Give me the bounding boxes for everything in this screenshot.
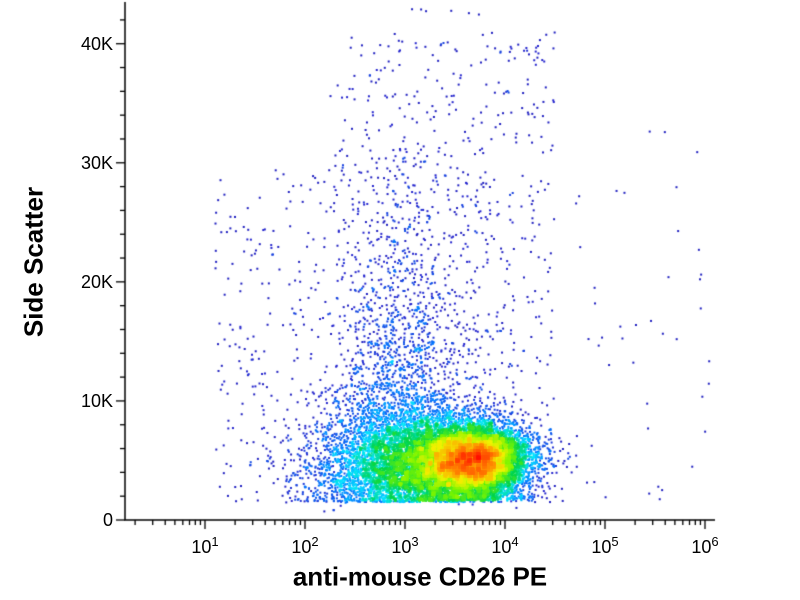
y-tick-label: 0 — [102, 510, 113, 530]
x-tick-label: 101 — [191, 534, 219, 557]
y-tick-label: 20K — [80, 271, 113, 292]
y-tick-label: 10K — [80, 390, 113, 411]
x-axis-title: anti-mouse CD26 PE — [292, 561, 548, 592]
y-tick-label: 30K — [80, 152, 113, 173]
y-tick-label: 40K — [80, 33, 113, 54]
x-tick-label: 104 — [491, 534, 519, 557]
x-tick-label: 105 — [591, 534, 619, 557]
x-tick-label: 106 — [691, 534, 719, 557]
y-axis-title: Side Scatter — [18, 186, 49, 338]
x-tick-label: 103 — [391, 534, 419, 557]
x-tick-label: 102 — [291, 534, 319, 557]
